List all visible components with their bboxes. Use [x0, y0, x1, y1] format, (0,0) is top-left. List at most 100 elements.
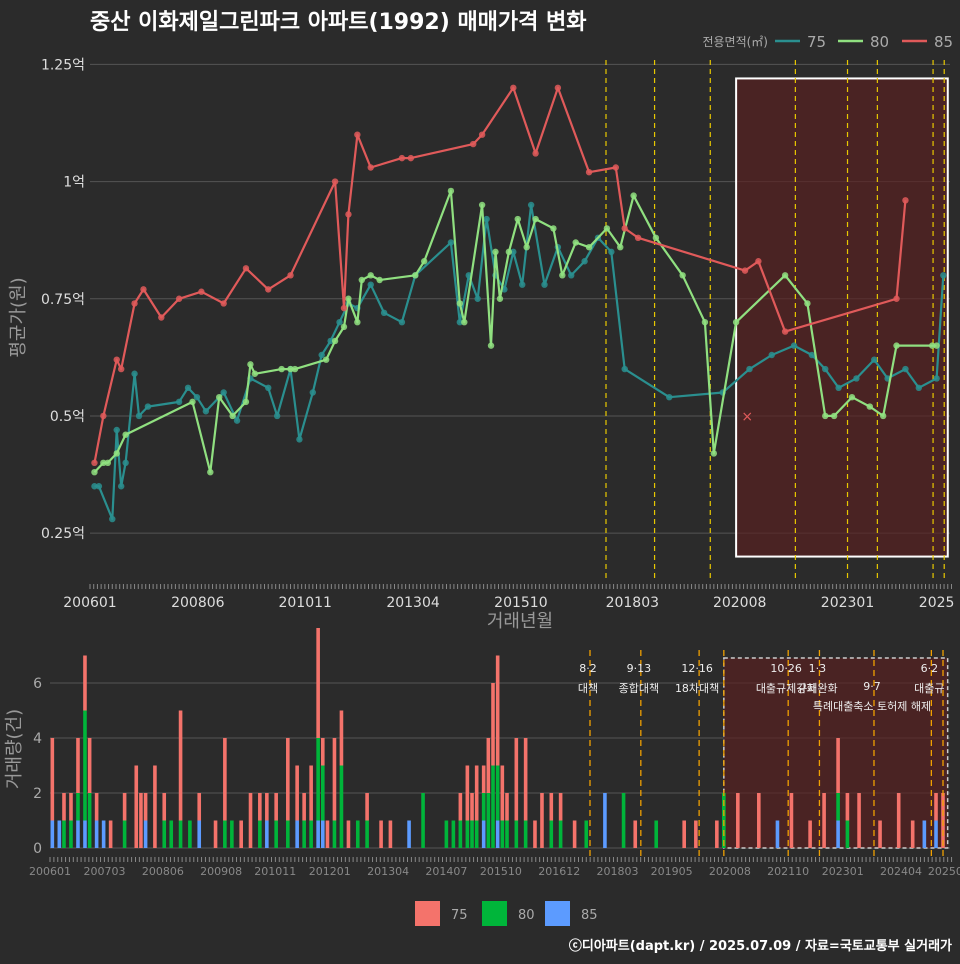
volume-ytick-label: 0 [33, 841, 42, 857]
volume-bar-75 [388, 820, 393, 848]
price-xtick-label: 202008 [713, 595, 766, 611]
price-xtick-label: 201304 [386, 595, 440, 611]
data-point-85 [287, 272, 294, 279]
policy-name: 규제완화 [797, 682, 837, 695]
data-point-75 [135, 412, 143, 420]
data-point-80 [461, 318, 468, 326]
volume-bar-80 [549, 820, 554, 848]
volume-bar-85 [50, 820, 55, 848]
volume-bar-80 [274, 820, 278, 848]
data-point-80 [630, 192, 637, 199]
volume-xtick-label: 202404 [880, 865, 922, 878]
data-point-75 [541, 281, 548, 288]
policy-name: 특례대출축소 토허제 해제 [813, 699, 931, 713]
volume-bar-80 [320, 765, 325, 821]
data-point-85 [407, 154, 415, 162]
price-ytick-label: 0.25억 [41, 526, 85, 542]
volume-bar-75 [896, 793, 901, 848]
volume-bar-85 [934, 820, 938, 848]
volume-bar-75 [715, 820, 719, 848]
price-xtick-label: 201011 [278, 595, 331, 611]
data-point-75 [336, 318, 343, 326]
data-point-80 [559, 272, 566, 279]
volume-bar-75 [558, 793, 563, 821]
data-point-80 [91, 468, 98, 476]
price-chart: 0.25억 0.5억 0.75억 1억 1.25억 200601 200806 201011 2… [8, 33, 954, 632]
volume-bar-80 [474, 820, 479, 848]
volume-xtick-label: 201201 [309, 865, 351, 878]
volume-bar-85 [775, 820, 780, 848]
volume-xtick-label: 200908 [200, 865, 242, 878]
volume-xtick-label: 201304 [367, 865, 409, 878]
volume-bar-80 [505, 820, 509, 848]
volume-bar-75 [153, 765, 157, 848]
policy-date: 9·13 [627, 662, 652, 675]
data-point-80 [354, 318, 361, 326]
data-point-75 [474, 295, 481, 302]
data-point-80 [122, 431, 129, 438]
volume-xtick-label: 201407 [425, 865, 467, 878]
volume-bar-75 [910, 820, 915, 848]
data-point-75 [456, 318, 464, 326]
volume-bar-75 [316, 628, 320, 738]
volume-bar-75 [633, 820, 638, 848]
data-point-80 [514, 215, 521, 223]
volume-highlight-box [723, 657, 949, 849]
volume-xtick-label: 201612 [538, 865, 580, 878]
volume-bar-75 [274, 793, 278, 821]
volume-bar-80 [845, 820, 850, 848]
data-point-85 [331, 178, 339, 185]
policy-name: 18차대책 [675, 682, 719, 695]
volume-legend-swatch-75 [415, 901, 440, 926]
data-point-75 [621, 365, 628, 373]
data-point-85 [113, 356, 120, 363]
volume-bar-80 [223, 820, 227, 848]
volume-bar-75 [248, 793, 253, 848]
chart-title: 중산 이화제일그린파크 아파트(1992) 매매가격 변화 [90, 10, 587, 35]
data-point-75 [447, 239, 455, 246]
data-point-85 [265, 286, 272, 293]
data-point-75 [95, 483, 103, 490]
volume-bar-75 [505, 793, 509, 821]
data-point-75 [309, 389, 316, 396]
volume-bar-80 [76, 793, 80, 821]
volume-bar-85 [83, 820, 87, 848]
highlight-box [735, 77, 949, 558]
volume-bar-80 [62, 820, 66, 848]
data-point-80 [113, 450, 120, 457]
data-point-80 [216, 393, 223, 401]
data-point-80 [207, 468, 214, 476]
volume-bar-75 [108, 820, 113, 848]
volume-bar-80 [230, 820, 234, 848]
data-point-85 [510, 84, 517, 92]
volume-bar-80 [309, 820, 313, 848]
volume-bar-85 [143, 820, 148, 848]
data-point-75 [835, 384, 842, 392]
data-point-75 [193, 393, 201, 401]
price-ylabel: 평균가(원) [8, 277, 29, 357]
volume-bar-75 [178, 710, 183, 821]
data-point-85 [131, 300, 138, 307]
volume-bar-85 [495, 820, 500, 848]
volume-bar-75 [162, 793, 167, 821]
volume-bar-75 [325, 820, 330, 848]
series-line-80 [93, 189, 937, 474]
volume-bar-75 [549, 793, 554, 821]
data-point-85 [781, 328, 789, 335]
data-point-85 [91, 459, 98, 467]
volume-bar-75 [339, 710, 344, 766]
volume-bar-75 [458, 793, 463, 821]
volume-bar-75 [474, 765, 479, 821]
price-xtick-label: 201803 [606, 595, 659, 611]
data-point-75 [398, 318, 406, 326]
policy-date: 10·26 [770, 662, 802, 675]
volume-bar-80 [258, 820, 262, 848]
data-point-80 [933, 342, 940, 349]
volume-bar-75 [514, 738, 519, 821]
data-point-75 [483, 215, 490, 223]
volume-bar-80 [458, 820, 463, 848]
volume-bar-85 [265, 820, 269, 848]
data-point-80 [585, 243, 593, 251]
volume-bar-75 [682, 820, 686, 848]
volume-bar-80 [495, 765, 500, 821]
